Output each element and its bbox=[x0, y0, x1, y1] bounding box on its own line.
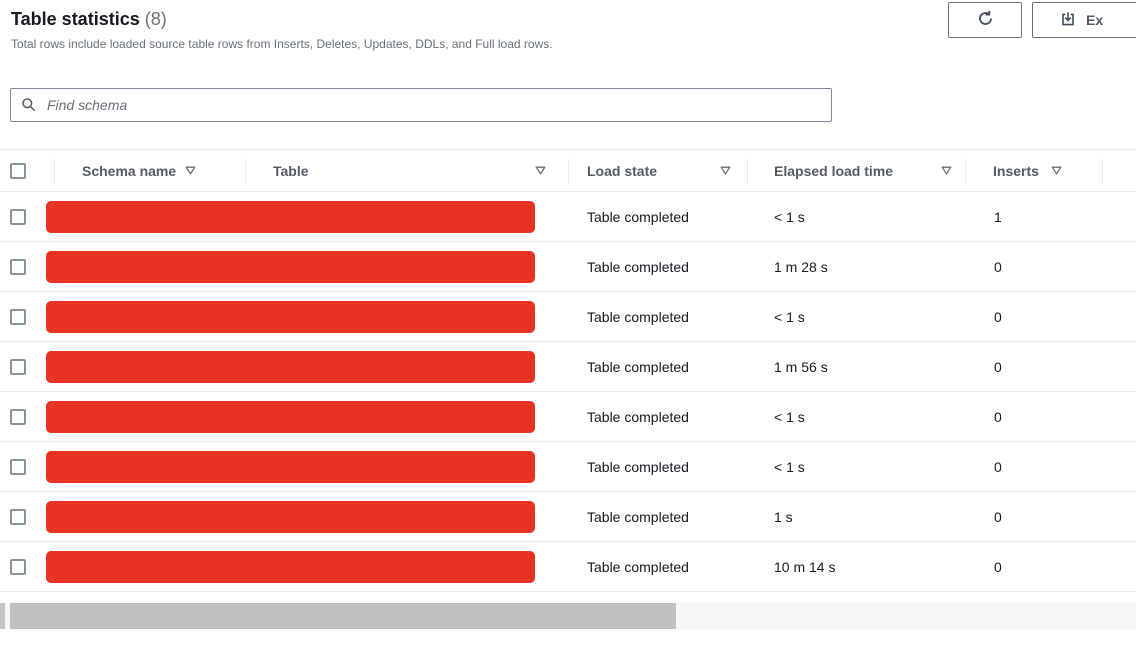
load-state-cell: Table completed bbox=[587, 508, 689, 525]
scrollbar-left-edge bbox=[0, 603, 5, 629]
column-label: Inserts bbox=[993, 162, 1039, 179]
elapsed-load-time-cell: < 1 s bbox=[774, 308, 805, 325]
column-label: Table bbox=[273, 162, 309, 179]
table-row: Table completed < 1 s 0 bbox=[0, 392, 1136, 442]
inserts-cell: 0 bbox=[994, 558, 1002, 575]
row-checkbox[interactable] bbox=[10, 358, 26, 375]
page-title-text: Table statistics bbox=[11, 9, 140, 29]
row-select-cell bbox=[0, 542, 54, 591]
load-state-cell: Table completed bbox=[587, 558, 689, 575]
column-header-elapsed-load-time[interactable]: Elapsed load time bbox=[747, 150, 965, 191]
row-select-cell bbox=[0, 292, 54, 341]
inserts-cell: 0 bbox=[994, 258, 1002, 275]
search-field bbox=[10, 88, 832, 122]
redacted-schema-table-bar bbox=[46, 451, 535, 483]
load-state-cell: Table completed bbox=[587, 408, 689, 425]
sort-triangle-icon bbox=[1051, 166, 1062, 175]
sort-triangle-icon bbox=[941, 166, 952, 175]
select-all-cell bbox=[0, 150, 54, 191]
redacted-schema-table-bar bbox=[46, 351, 535, 383]
page-title: Table statistics (8) bbox=[11, 6, 553, 32]
inserts-cell: 0 bbox=[994, 408, 1002, 425]
column-label: Elapsed load time bbox=[774, 162, 894, 179]
column-header-table[interactable]: Table bbox=[245, 150, 568, 191]
inserts-cell: 0 bbox=[994, 308, 1002, 325]
table-row: Table completed 1 s 0 bbox=[0, 492, 1136, 542]
redacted-schema-table-bar bbox=[46, 501, 535, 533]
inserts-cell: 0 bbox=[994, 458, 1002, 475]
load-state-cell: Table completed bbox=[587, 358, 689, 375]
column-header-inserts[interactable]: Inserts bbox=[965, 150, 1103, 191]
table-row: Table completed 1 m 28 s 0 bbox=[0, 242, 1136, 292]
table-row: Table completed 1 m 56 s 0 bbox=[0, 342, 1136, 392]
redacted-schema-table-bar bbox=[46, 301, 535, 333]
row-select-cell bbox=[0, 192, 54, 241]
download-icon bbox=[1060, 11, 1076, 30]
table-header-row: Schema name Table Load state Elapsed loa… bbox=[0, 149, 1136, 192]
inserts-cell: 1 bbox=[994, 208, 1002, 225]
load-state-cell: Table completed bbox=[587, 208, 689, 225]
row-select-cell bbox=[0, 342, 54, 391]
row-select-cell bbox=[0, 392, 54, 441]
row-checkbox[interactable] bbox=[10, 458, 26, 475]
refresh-icon bbox=[977, 10, 994, 30]
export-button-label: Ex bbox=[1086, 12, 1104, 28]
table-row: Table completed 10 m 14 s 0 bbox=[0, 542, 1136, 592]
sort-triangle-icon bbox=[535, 166, 546, 175]
row-checkbox[interactable] bbox=[10, 408, 26, 425]
load-state-cell: Table completed bbox=[587, 258, 689, 275]
redacted-schema-table-bar bbox=[46, 201, 535, 233]
inserts-cell: 0 bbox=[994, 508, 1002, 525]
load-state-cell: Table completed bbox=[587, 308, 689, 325]
column-header-schema-name[interactable]: Schema name bbox=[54, 150, 245, 191]
elapsed-load-time-cell: 1 m 28 s bbox=[774, 258, 828, 275]
column-header-overflow bbox=[1103, 150, 1136, 191]
header-actions: Ex bbox=[948, 2, 1136, 38]
page-description: Total rows include loaded source table r… bbox=[11, 37, 553, 51]
elapsed-load-time-cell: 1 m 56 s bbox=[774, 358, 828, 375]
export-button[interactable]: Ex bbox=[1032, 2, 1136, 38]
elapsed-load-time-cell: < 1 s bbox=[774, 408, 805, 425]
elapsed-load-time-cell: 10 m 14 s bbox=[774, 558, 836, 575]
row-checkbox[interactable] bbox=[10, 508, 26, 525]
refresh-button[interactable] bbox=[948, 2, 1022, 38]
table-body: Table completed < 1 s 1 Table completed … bbox=[0, 192, 1136, 592]
row-select-cell bbox=[0, 242, 54, 291]
table-statistics-table: Schema name Table Load state Elapsed loa… bbox=[0, 149, 1136, 592]
column-label: Schema name bbox=[82, 162, 177, 179]
row-select-cell bbox=[0, 442, 54, 491]
elapsed-load-time-cell: < 1 s bbox=[774, 208, 805, 225]
elapsed-load-time-cell: < 1 s bbox=[774, 458, 805, 475]
elapsed-load-time-cell: 1 s bbox=[774, 508, 793, 525]
resource-counter: (8) bbox=[144, 9, 167, 29]
page-header: Table statistics (8) Total rows include l… bbox=[11, 6, 553, 51]
sort-triangle-icon bbox=[720, 166, 731, 175]
find-schema-input[interactable] bbox=[10, 88, 832, 122]
sort-triangle-icon bbox=[185, 166, 196, 175]
table-row: Table completed < 1 s 0 bbox=[0, 442, 1136, 492]
row-checkbox[interactable] bbox=[10, 208, 26, 225]
table-row: Table completed < 1 s 1 bbox=[0, 192, 1136, 242]
table-row: Table completed < 1 s 0 bbox=[0, 292, 1136, 342]
column-header-load-state[interactable]: Load state bbox=[568, 150, 747, 191]
redacted-schema-table-bar bbox=[46, 251, 535, 283]
select-all-checkbox[interactable] bbox=[10, 162, 26, 179]
row-checkbox[interactable] bbox=[10, 258, 26, 275]
redacted-schema-table-bar bbox=[46, 551, 535, 583]
horizontal-scrollbar[interactable] bbox=[0, 603, 1136, 629]
load-state-cell: Table completed bbox=[587, 458, 689, 475]
row-checkbox[interactable] bbox=[10, 558, 26, 575]
inserts-cell: 0 bbox=[994, 358, 1002, 375]
redacted-schema-table-bar bbox=[46, 401, 535, 433]
row-checkbox[interactable] bbox=[10, 308, 26, 325]
column-label: Load state bbox=[587, 162, 658, 179]
row-select-cell bbox=[0, 492, 54, 541]
scrollbar-thumb[interactable] bbox=[10, 603, 676, 629]
